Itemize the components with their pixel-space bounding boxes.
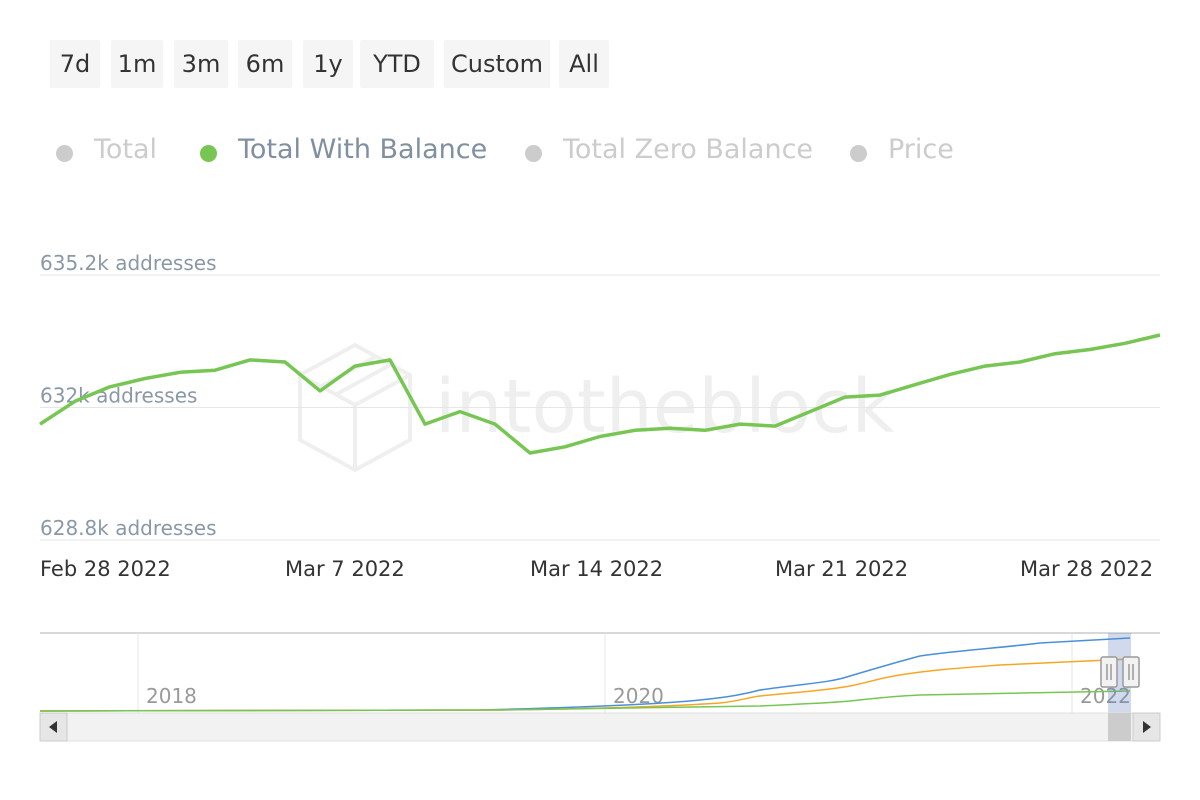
range-btn-1m[interactable]: 1m [111, 40, 163, 88]
range-btn-custom[interactable]: Custom [444, 40, 550, 88]
navigator-xtick-label: 2022 [1080, 684, 1131, 708]
y-tick-label: 632k addresses [40, 384, 197, 408]
range-btn-1y[interactable]: 1y [303, 40, 353, 88]
legend-label: Price [888, 134, 954, 165]
range-btn-7d[interactable]: 7d [50, 40, 100, 88]
y-tick-label: 635.2k addresses [40, 251, 217, 275]
legend-dot-icon [525, 145, 542, 162]
legend-item-total-zero-balance[interactable]: Total Zero Balance [525, 128, 815, 172]
scrollbar-thumb[interactable] [1108, 713, 1131, 741]
legend-dot-icon [200, 145, 217, 162]
arrow-right-icon [1143, 721, 1151, 733]
legend-item-price[interactable]: Price [850, 128, 960, 172]
x-tick-label: Mar 7 2022 [285, 557, 405, 581]
legend-dot-icon [850, 145, 867, 162]
legend-label: Total [94, 134, 158, 165]
range-btn-ytd[interactable]: YTD [360, 40, 434, 88]
navigator-series-total-with-balance [39, 690, 1131, 712]
range-btn-6m[interactable]: 6m [238, 40, 292, 88]
navigator-series-total [39, 637, 1131, 712]
scrollbar-track[interactable] [39, 712, 1161, 742]
x-tick-label: Mar 21 2022 [775, 557, 908, 581]
range-btn-all[interactable]: All [559, 40, 609, 88]
legend-label: Total Zero Balance [563, 134, 814, 165]
scrollbar[interactable] [39, 712, 1161, 742]
navigator[interactable]: 2018 2020 2022 [39, 632, 1160, 713]
scroll-left-button[interactable] [39, 712, 68, 742]
series-line-total-with-balance [39, 333, 1161, 455]
legend-item-total-with-balance[interactable]: Total With Balance [200, 128, 490, 172]
legend-item-total[interactable]: Total [56, 128, 166, 172]
navigator-selected-range[interactable] [1108, 633, 1131, 713]
navigator-series-total-zero-balance [39, 658, 1131, 712]
x-tick-label: Mar 14 2022 [530, 557, 663, 581]
arrow-left-icon [49, 721, 57, 733]
y-tick-label: 628.8k addresses [40, 516, 217, 540]
x-tick-label: Mar 28 2022 [1020, 557, 1153, 581]
legend-label: Total With Balance [238, 134, 488, 165]
navigator-right-handle[interactable] [1122, 656, 1140, 688]
range-btn-3m[interactable]: 3m [174, 40, 228, 88]
navigator-background [40, 633, 1160, 713]
x-tick-label: Feb 28 2022 [40, 557, 171, 581]
legend-dot-icon [56, 145, 73, 162]
scroll-right-button[interactable] [1132, 712, 1161, 742]
navigator-left-handle[interactable] [1100, 656, 1118, 688]
navigator-xtick-label: 2018 [146, 684, 197, 708]
